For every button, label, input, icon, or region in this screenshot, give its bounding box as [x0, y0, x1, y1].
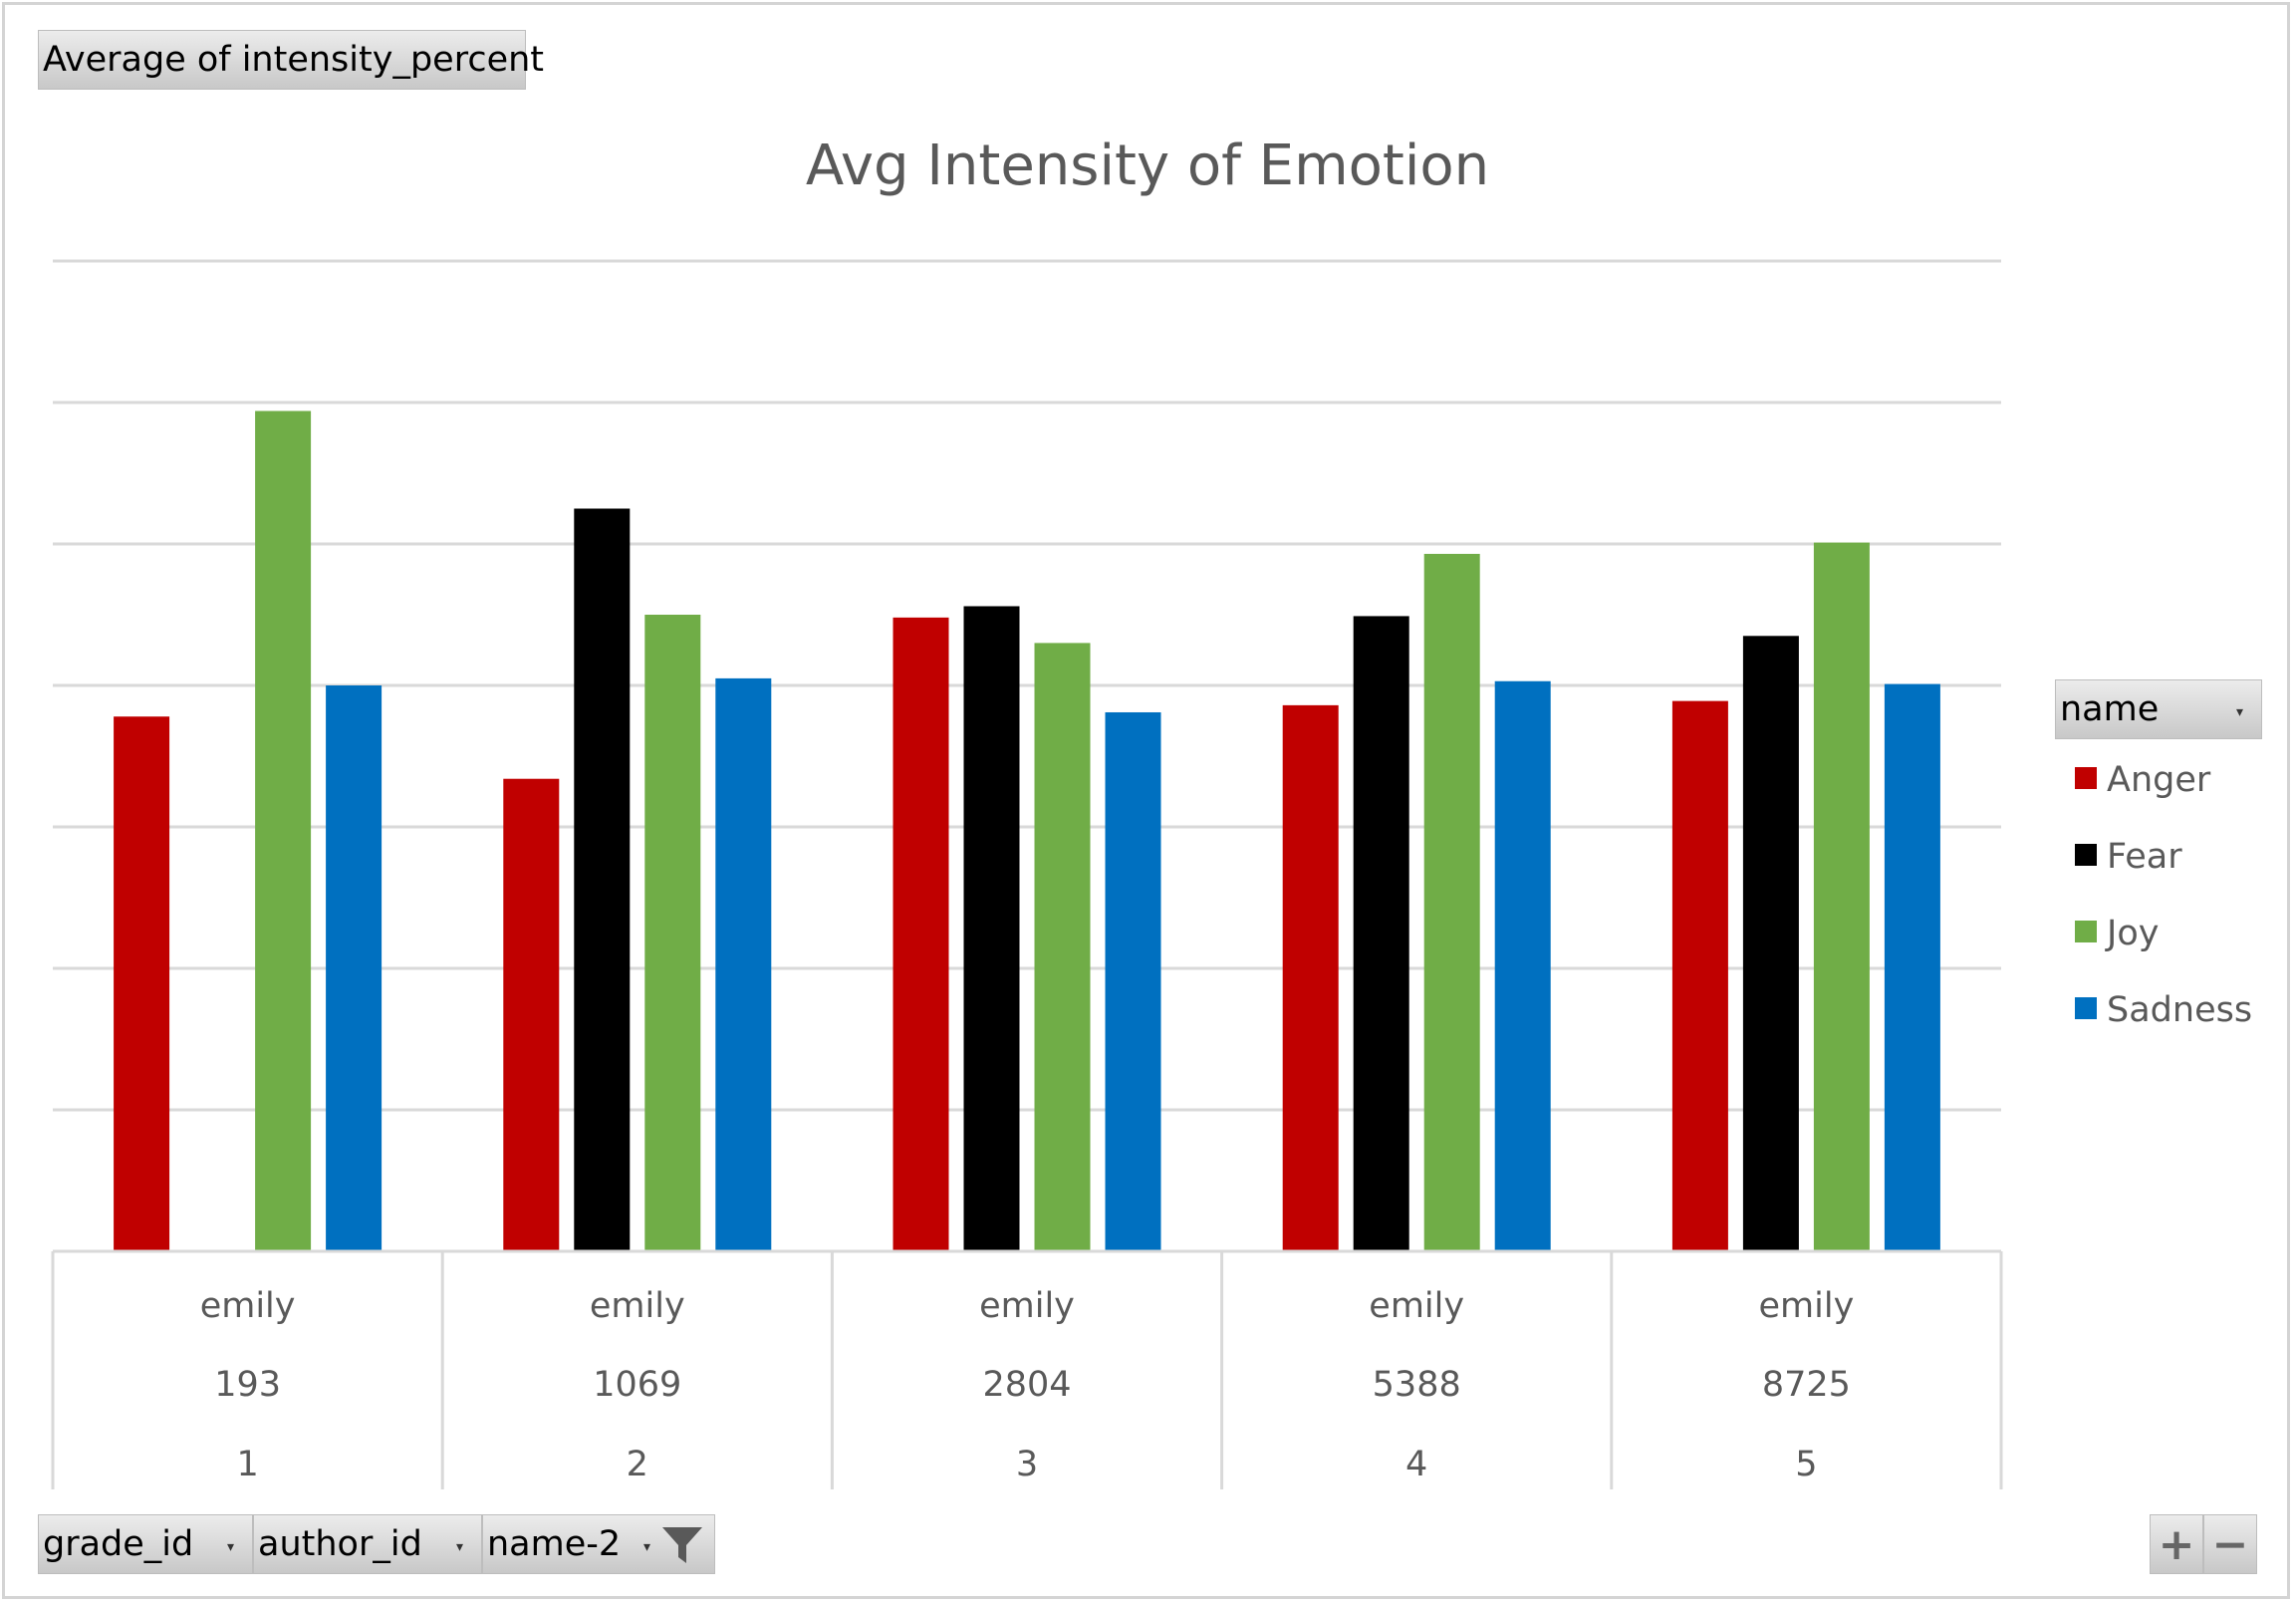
legend-label-fear: Fear — [2107, 837, 2182, 877]
x-axis: emily 193 1 emily 1069 2 emily 2804 3 emily 5388 4 e… — [51, 1249, 2003, 1489]
plus-icon: + — [2158, 1518, 2195, 1570]
bar-anger-5 — [1671, 700, 1728, 1251]
bars — [114, 410, 1940, 1251]
name-2-label: name-2 — [487, 1524, 622, 1564]
x-tick-label: 8725 — [1762, 1365, 1851, 1405]
legend-swatch-joy — [2075, 921, 2097, 942]
grade-id-field-button[interactable]: grade_id ▾ — [38, 1514, 253, 1574]
chart-title: Avg Intensity of Emotion — [806, 134, 1489, 198]
x-tick-label: 4 — [1405, 1445, 1427, 1484]
bar-fear-4 — [1353, 616, 1409, 1251]
legend-swatch-fear — [2075, 844, 2097, 866]
author-id-field-button[interactable]: author_id ▾ — [253, 1514, 482, 1574]
x-tick-label: emily — [590, 1286, 685, 1326]
x-tick-label: 193 — [214, 1365, 281, 1405]
bar-sadness-1 — [326, 685, 383, 1251]
x-tick-label: emily — [200, 1286, 296, 1326]
x-tick-label: emily — [979, 1286, 1075, 1326]
bar-joy-1 — [255, 410, 312, 1251]
bar-joy-5 — [1813, 542, 1870, 1251]
legend-label-joy: Joy — [2105, 914, 2159, 953]
x-tick-label: 5 — [1795, 1445, 1817, 1484]
bar-anger-3 — [893, 617, 949, 1251]
bar-anger-1 — [114, 716, 170, 1251]
x-tick-label: 1 — [236, 1445, 258, 1484]
x-tick-label: emily — [1759, 1286, 1855, 1326]
legend-swatch-anger — [2075, 767, 2097, 789]
grade-id-label: grade_id — [43, 1524, 194, 1564]
minus-icon: − — [2211, 1518, 2249, 1570]
legend-field-button[interactable]: name ▾ — [2055, 679, 2262, 739]
legend-field-label: name — [2060, 689, 2160, 729]
bar-anger-2 — [503, 778, 560, 1251]
author-id-label: author_id — [258, 1524, 422, 1564]
bar-sadness-2 — [715, 677, 772, 1251]
chevron-down-icon: ▾ — [226, 1539, 234, 1555]
zoom-in-button[interactable]: + — [2150, 1514, 2203, 1574]
filter-icon — [662, 1527, 702, 1563]
bar-anger-4 — [1282, 704, 1339, 1251]
bar-sadness-5 — [1884, 683, 1940, 1251]
bar-joy-3 — [1034, 643, 1091, 1251]
chevron-down-icon: ▾ — [455, 1539, 463, 1555]
x-tick-label: 5388 — [1373, 1365, 1461, 1405]
bar-joy-4 — [1423, 553, 1480, 1251]
legend-label-sadness: Sadness — [2107, 990, 2252, 1030]
x-tick-label: 1069 — [593, 1365, 681, 1405]
bar-sadness-4 — [1494, 680, 1551, 1251]
bar-fear-5 — [1742, 636, 1799, 1251]
bar-sadness-3 — [1105, 711, 1161, 1251]
value-field-button[interactable]: Average of intensity_percent — [38, 30, 544, 90]
x-tick-label: 2 — [627, 1445, 648, 1484]
legend: Anger Fear Joy Sadness — [2075, 760, 2252, 1030]
x-tick-label: emily — [1369, 1286, 1464, 1326]
x-tick-label: 2804 — [982, 1365, 1071, 1405]
bar-fear-3 — [963, 606, 1020, 1251]
chevron-down-icon: ▾ — [2235, 704, 2243, 720]
zoom-out-button[interactable]: − — [2203, 1514, 2257, 1574]
legend-swatch-sadness — [2075, 997, 2097, 1019]
name-2-field-button[interactable]: name-2 ▾ — [482, 1514, 715, 1574]
bar-fear-2 — [574, 508, 631, 1251]
bar-joy-2 — [644, 615, 701, 1251]
value-field-label: Average of intensity_percent — [43, 40, 545, 80]
chevron-down-icon: ▾ — [642, 1539, 650, 1555]
legend-label-anger: Anger — [2107, 760, 2211, 800]
x-tick-label: 3 — [1016, 1445, 1038, 1484]
